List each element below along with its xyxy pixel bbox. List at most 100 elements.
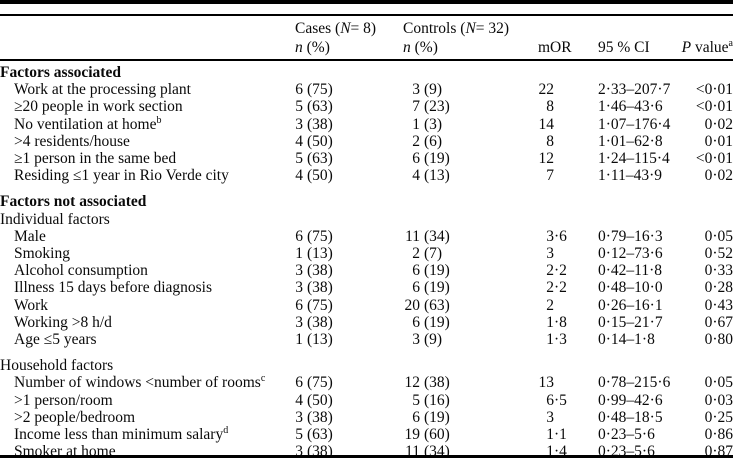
- row-label: Alcohol consumption: [0, 262, 295, 279]
- mor-int: 8: [546, 98, 554, 116]
- pvalue-cell: 0·33: [704, 262, 733, 280]
- cases-pct: (38): [307, 313, 333, 331]
- controls-cell: 1 (3): [403, 116, 538, 133]
- controls-cell: 2 (6): [403, 133, 538, 150]
- pvalue-cell: 0·02: [704, 167, 733, 185]
- mor-cell: 8: [538, 98, 598, 115]
- ci-cell: 0·99–42·6: [598, 391, 663, 409]
- mor-cell: 12: [538, 150, 598, 167]
- controls-cell: 12 (38): [403, 374, 538, 391]
- row-label: Age ≤5 years: [0, 331, 295, 348]
- row-label: Residing ≤1 year in Rio Verde city: [0, 167, 295, 184]
- table-row: Residing ≤1 year in Rio Verde city 4 (50) 4…: [0, 167, 733, 184]
- ci-cell: 0·12–73·6: [598, 245, 663, 263]
- mor-int: 2: [546, 296, 554, 314]
- mor-int: 1: [546, 443, 554, 455]
- mor-int: 2: [546, 279, 554, 297]
- mor-frac: ·8: [554, 313, 567, 331]
- row-label-text: >4 residents/house: [14, 132, 130, 150]
- cases-n: 4: [295, 391, 303, 409]
- controls-pct: (60): [424, 426, 450, 444]
- ci-cell: 1·07–176·4: [598, 115, 671, 133]
- col-header-ci: 95 % CI: [598, 39, 650, 56]
- row-label-text: Work at the processing plant: [14, 81, 191, 99]
- row-label: Male: [0, 228, 295, 245]
- cases-cell: 6 (75): [295, 81, 403, 98]
- controls-cell: 6 (19): [403, 314, 538, 331]
- controls-pct: (19): [424, 279, 450, 297]
- ci-cell: 0·15–21·7: [598, 313, 663, 331]
- controls-n: 6: [412, 279, 420, 297]
- mor-cell: 1·1: [538, 426, 598, 443]
- controls-n: 6: [412, 262, 420, 280]
- cases-cell: 5 (63): [295, 98, 403, 115]
- controls-pct: (38): [424, 374, 450, 392]
- cases-pct: (75): [307, 296, 333, 314]
- table-row: Work 6 (75) 20 (63) 2 0·26–16·1 0·43: [0, 297, 733, 314]
- cases-cell: 6 (75): [295, 374, 403, 391]
- controls-cell: 6 (19): [403, 262, 538, 279]
- controls-cell: 4 (13): [403, 167, 538, 184]
- mor-frac: ·2: [554, 279, 567, 297]
- mor-cell: 1·3: [538, 331, 598, 348]
- cases-cell: 3 (38): [295, 314, 403, 331]
- controls-pct: (34): [424, 227, 450, 245]
- col-header-pvalue: P valuea: [681, 37, 733, 56]
- mor-int: 7: [546, 167, 554, 185]
- table-row: Smoking 1 (13) 2 (7) 3 0·12–73·6 0·52: [0, 245, 733, 262]
- controls-n: 12: [404, 374, 421, 392]
- mor-int: 6: [546, 391, 554, 409]
- controls-cell: 19 (60): [403, 426, 538, 443]
- table-body: Factors associated Work at the processing…: [0, 61, 733, 455]
- pvalue-cell: 0·43: [704, 296, 733, 314]
- cases-pct: (63): [307, 426, 333, 444]
- mor-cell: 14: [538, 116, 598, 133]
- col-header-controls-npct: n (%): [403, 39, 438, 56]
- footnote-marker-a: a: [728, 37, 733, 49]
- header-row-2: n (%) n (%) mOR 95 % CI P valuea: [0, 38, 733, 57]
- mor-cell: 8: [538, 133, 598, 150]
- mor-cell: 1·8: [538, 314, 598, 331]
- cases-pct: (38): [307, 262, 333, 280]
- controls-n: 4: [412, 167, 420, 185]
- row-label-text: Smoker at home: [14, 443, 116, 455]
- controls-cell: 6 (19): [403, 279, 538, 296]
- row-label-text: No ventilation at home: [14, 115, 157, 133]
- mor-cell: 2·2: [538, 279, 598, 296]
- controls-cell: 6 (19): [403, 409, 538, 426]
- row-label: No ventilation at homeb: [0, 115, 295, 133]
- table-row: Age ≤5 years 1 (13) 3 (9) 1·3 0·14–1·8 0·80: [0, 331, 733, 348]
- cases-cell: 4 (50): [295, 133, 403, 150]
- mor-int: 12: [538, 150, 555, 168]
- cases-n: 5: [295, 426, 303, 444]
- cases-pct: (75): [307, 227, 333, 245]
- controls-n: 2: [412, 132, 420, 150]
- row-label-text: >1 person/room: [14, 391, 113, 409]
- cases-n: 6: [295, 81, 303, 99]
- table-row: Work at the processing plant 6 (75) 3 (9) 22 2…: [0, 81, 733, 98]
- ci-cell: 0·48–18·5: [598, 408, 663, 426]
- cases-pct: (75): [307, 374, 333, 392]
- row-label-text: Number of windows <number of rooms: [14, 374, 261, 392]
- cases-cell: 3 (38): [295, 116, 403, 133]
- pvalue-cell: 0·25: [704, 408, 733, 426]
- row-label: Smoking: [0, 245, 295, 262]
- controls-n: 6: [412, 313, 420, 331]
- cases-n: 6: [295, 296, 303, 314]
- table-row: Smoker at home 3 (38) 11 (34) 1·4 0·23–5·6 0·87: [0, 443, 733, 455]
- pvalue-cell: 0·52: [704, 245, 733, 263]
- mor-frac: ·3: [554, 331, 567, 349]
- controls-cell: 3 (9): [403, 81, 538, 98]
- table-row: No ventilation at homeb 3 (38) 1 (3) 14 1·07–1…: [0, 115, 733, 133]
- mor-cell: 22: [538, 81, 598, 98]
- cases-cell: 3 (38): [295, 409, 403, 426]
- row-label: >2 people/bedroom: [0, 409, 295, 426]
- mor-cell: 3: [538, 245, 598, 262]
- cases-cell: 5 (63): [295, 426, 403, 443]
- cases-n: 4: [295, 167, 303, 185]
- top-double-rule: [0, 0, 733, 16]
- cases-n: 4: [295, 132, 303, 150]
- ci-cell: 0·23–5·6: [598, 426, 655, 444]
- cases-pct: (13): [307, 331, 333, 349]
- table-row: Illness 15 days before diagnosis 3 (38) 6 (1…: [0, 279, 733, 296]
